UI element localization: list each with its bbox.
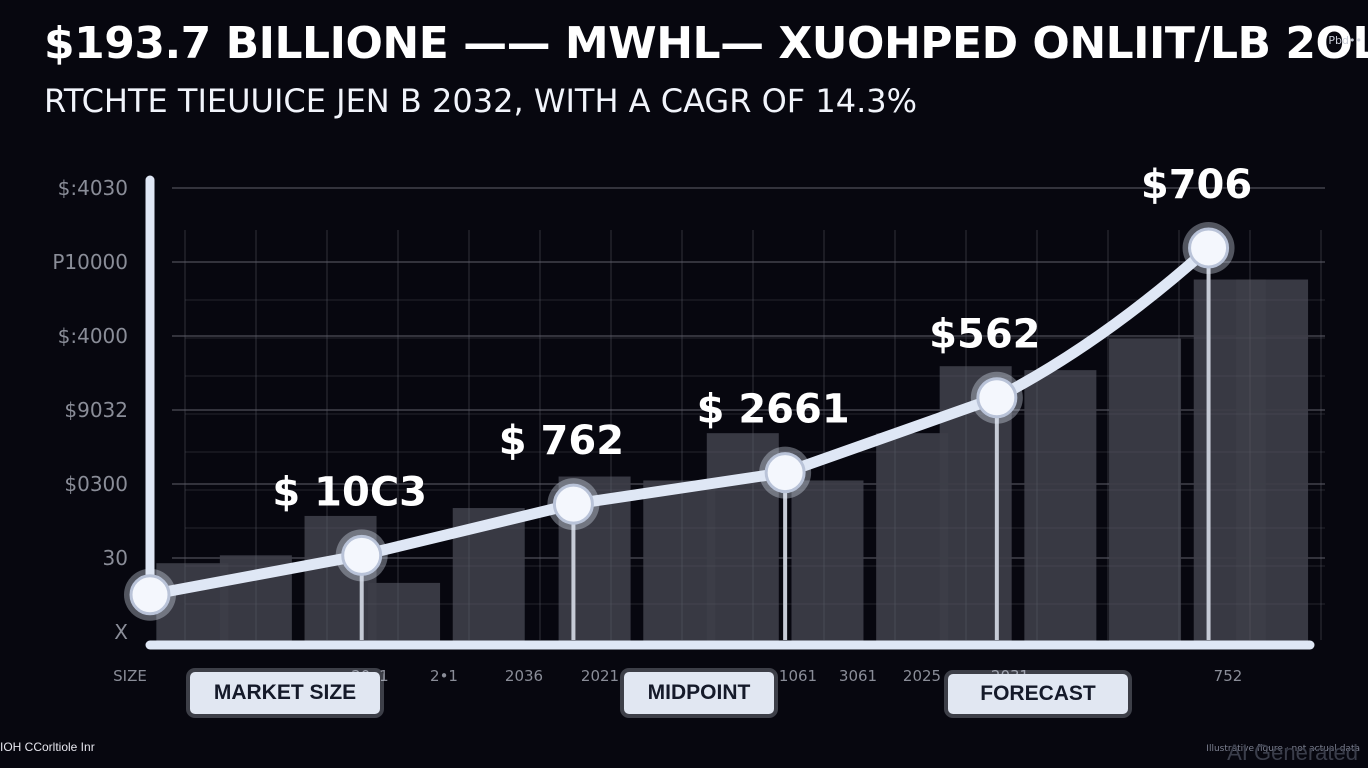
data-label: $ 2661 <box>697 387 850 433</box>
data-point <box>129 574 171 616</box>
x-tick-label: SIZE <box>113 667 147 685</box>
data-point <box>552 483 594 525</box>
midpoint-pill: MIDPOINT <box>624 672 774 714</box>
x-tick-label: 752 <box>1214 667 1243 685</box>
background-bar <box>876 433 949 642</box>
data-point <box>341 534 383 576</box>
y-tick-label: 30 <box>103 546 128 570</box>
y-tick-label: $:4000 <box>58 324 128 348</box>
background-bar <box>1109 338 1182 642</box>
data-label: $ 762 <box>499 418 624 464</box>
chart-subtitle: RTCHTE TIEUUICE JEN B 2032, WITH A CAGR … <box>44 82 918 120</box>
background-bar <box>643 480 716 642</box>
data-label: $562 <box>929 312 1040 358</box>
background-bar <box>368 582 441 642</box>
y-tick-label: $:4030 <box>58 176 128 200</box>
x-tick-label: 1061 <box>779 667 817 685</box>
series-line <box>144 242 1215 601</box>
y-tick-label: X <box>114 620 128 644</box>
footer-note: Illustrative figure · not actual data <box>1206 744 1360 754</box>
market-size-pill: MARKET SIZE <box>190 672 380 714</box>
footer-source: IOH CCorltiole Inr <box>0 740 95 754</box>
corner-tag: Pbd•• <box>1328 34 1362 47</box>
x-tick-label: 2•1 <box>430 667 458 685</box>
forecast-pill: FORECAST <box>948 674 1128 714</box>
x-tick-label: 2021 <box>581 667 619 685</box>
x-tick-label: 2025 <box>903 667 941 685</box>
data-point <box>976 377 1018 419</box>
data-point <box>764 452 806 494</box>
background-bar <box>1236 279 1309 642</box>
background-bar <box>1024 370 1097 642</box>
ai-watermark: AI Generated <box>1227 740 1358 765</box>
data-point <box>1188 227 1230 269</box>
x-tick-label: 3061 <box>839 667 877 685</box>
y-tick-label: $9032 <box>64 398 128 422</box>
y-tick-label: P10000 <box>52 250 128 274</box>
background-bar <box>791 480 864 642</box>
y-tick-label: $0300 <box>64 472 128 496</box>
data-label: $706 <box>1141 162 1252 208</box>
data-label: $ 10C3 <box>272 469 427 515</box>
chart-title: $193.7 BILLIONE —— MWHL— XUOHPED ONLIIT/… <box>44 18 1368 69</box>
x-tick-label: 2036 <box>505 667 543 685</box>
